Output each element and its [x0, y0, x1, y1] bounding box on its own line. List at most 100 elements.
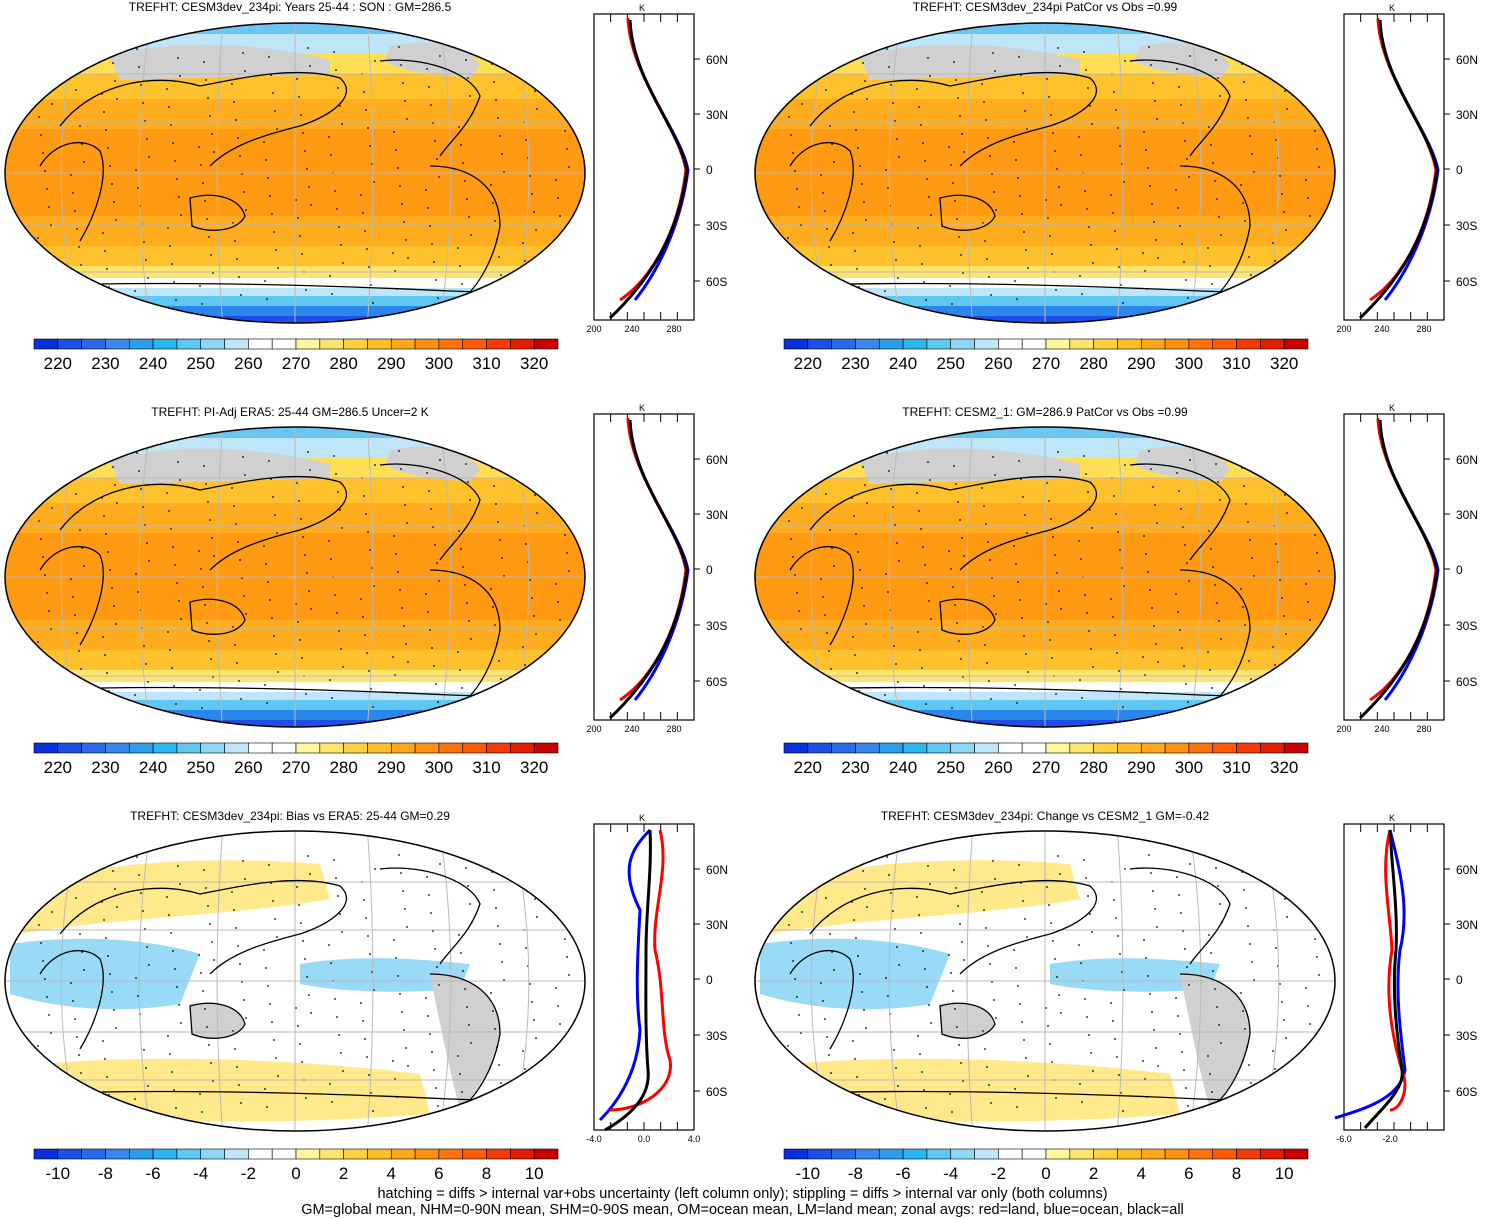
colorbar-label: 260: [234, 758, 262, 777]
colorbar-box: [807, 338, 832, 350]
zonal-curve-0: [598, 828, 652, 1122]
x-tick-label: 240: [1374, 724, 1389, 734]
footnote-line-1: hatching = diffs > internal var+obs unce…: [377, 1186, 1108, 1202]
colorbar-label: -6: [896, 1164, 911, 1183]
colorbar-box: [1021, 338, 1047, 350]
colorbar-label: -8: [98, 1164, 113, 1183]
colorbar-box: [390, 338, 416, 350]
colorbar-box: [1093, 1148, 1118, 1160]
colorbar-box: [902, 742, 928, 754]
zonal-curve-2: [604, 829, 652, 1132]
positive-anomaly-south: [790, 1058, 1180, 1122]
colorbar-label: 220: [44, 758, 72, 777]
colorbar-box: [998, 1148, 1023, 1160]
colorbar-box: [1236, 338, 1261, 350]
colorbar-box: [105, 1148, 130, 1160]
colorbar-box: [295, 338, 321, 350]
colorbar-box: [438, 1148, 464, 1160]
colorbar-box: [974, 1148, 999, 1160]
zonal-curve-1: [1384, 829, 1407, 1112]
colorbar-label: 290: [377, 354, 405, 373]
colorbar-box: [950, 1148, 975, 1160]
colorbar-box: [998, 338, 1023, 350]
stippling: [769, 449, 1320, 710]
x-tick-label: -6.0: [1336, 1134, 1352, 1144]
colorbar-label: 10: [525, 1164, 544, 1183]
lat-label-60N: 60N: [706, 453, 728, 467]
colorbar-label: 4: [1137, 1164, 1146, 1183]
x-tick-label: 200: [586, 324, 601, 334]
colorbar-box: [33, 1148, 59, 1160]
units-label: K: [639, 3, 645, 13]
positive-anomaly-north: [770, 860, 1080, 934]
colorbar-box: [200, 742, 225, 754]
colorbar-box: [33, 742, 59, 754]
colorbar-box: [462, 1148, 487, 1160]
colorbar-box: [486, 338, 511, 350]
colorbar-label: -10: [46, 1164, 71, 1183]
colorbar-box: [855, 338, 880, 350]
colorbar-box: [414, 742, 440, 754]
colorbar-box: [831, 742, 856, 754]
colorbar-box: [855, 1148, 880, 1160]
panel-title-2: TREFHT: CESM3dev_234pi PatCor vs Obs =0.…: [912, 0, 1178, 14]
colorbar-label: 260: [984, 758, 1012, 777]
colorbar-box: [926, 338, 952, 350]
map-boundary: [754, 830, 1336, 1132]
missing-data-america: [385, 446, 480, 482]
map-boundary: [754, 426, 1336, 728]
units-label: K: [1389, 403, 1395, 413]
colorbar-box: [926, 742, 952, 754]
colorbar-label: -8: [848, 1164, 863, 1183]
lat-label-0: 0: [1456, 563, 1463, 577]
colorbar-box: [1045, 742, 1071, 754]
zonal-curve-2: [1358, 19, 1439, 320]
zonal-plot-1: K 60N 30N 0 30S 60S 200 240 280: [586, 3, 728, 334]
colorbar-box: [128, 338, 154, 350]
colorbar-box: [200, 338, 225, 350]
missing-data-america: [1135, 42, 1230, 78]
colorbar-box: [878, 338, 904, 350]
colorbar-label: -4: [193, 1164, 208, 1183]
lat-label-30S: 30S: [1456, 219, 1477, 233]
lat-label-30N: 30N: [1456, 508, 1478, 522]
positive-anomaly-north: [20, 860, 330, 934]
lat-label-0: 0: [706, 973, 713, 987]
lat-label-60S: 60S: [1456, 1085, 1477, 1099]
lat-label-0: 0: [706, 163, 713, 177]
colorbar-label: 250: [937, 354, 965, 373]
colorbar-box: [1212, 742, 1237, 754]
lat-label-60S: 60S: [706, 275, 727, 289]
colorbar-box: [176, 742, 202, 754]
colorbar-box: [510, 1148, 535, 1160]
colorbar-box: [367, 1148, 392, 1160]
units-label: K: [1389, 3, 1395, 13]
colorbar-1: 220 230 240 250 260 270 280 290 300 310 320: [33, 338, 559, 373]
colorbar-box: [855, 742, 880, 754]
colorbar-box: [831, 1148, 856, 1160]
colorbar-label: 320: [1270, 758, 1298, 777]
colorbar-box: [902, 1148, 928, 1160]
map-boundary: [4, 830, 586, 1132]
colorbar-box: [807, 742, 832, 754]
colorbar-box: [783, 338, 809, 350]
colorbar-box: [105, 338, 130, 350]
colorbar-box: [878, 742, 904, 754]
graticule: [5, 427, 585, 727]
positive-anomaly-south: [40, 1058, 430, 1122]
map-panel-5: [4, 830, 586, 1132]
colorbar-box: [271, 1148, 297, 1160]
colorbar-4: 220 230 240 250 260 270 280 290 300 310 320: [783, 742, 1309, 777]
units-label: K: [639, 813, 645, 823]
colorbar-label: 280: [329, 758, 357, 777]
colorbar-label: 230: [841, 354, 869, 373]
colorbar-label: 290: [377, 758, 405, 777]
colorbar-label: 4: [387, 1164, 396, 1183]
units-label: K: [639, 403, 645, 413]
colorbar-label: 290: [1127, 758, 1155, 777]
colorbar-label: 0: [291, 1164, 300, 1183]
colorbar-box: [1069, 742, 1094, 754]
colorbar-box: [81, 742, 106, 754]
zonal-frame: [1343, 13, 1445, 321]
negative-anomaly-west: [10, 938, 200, 1010]
